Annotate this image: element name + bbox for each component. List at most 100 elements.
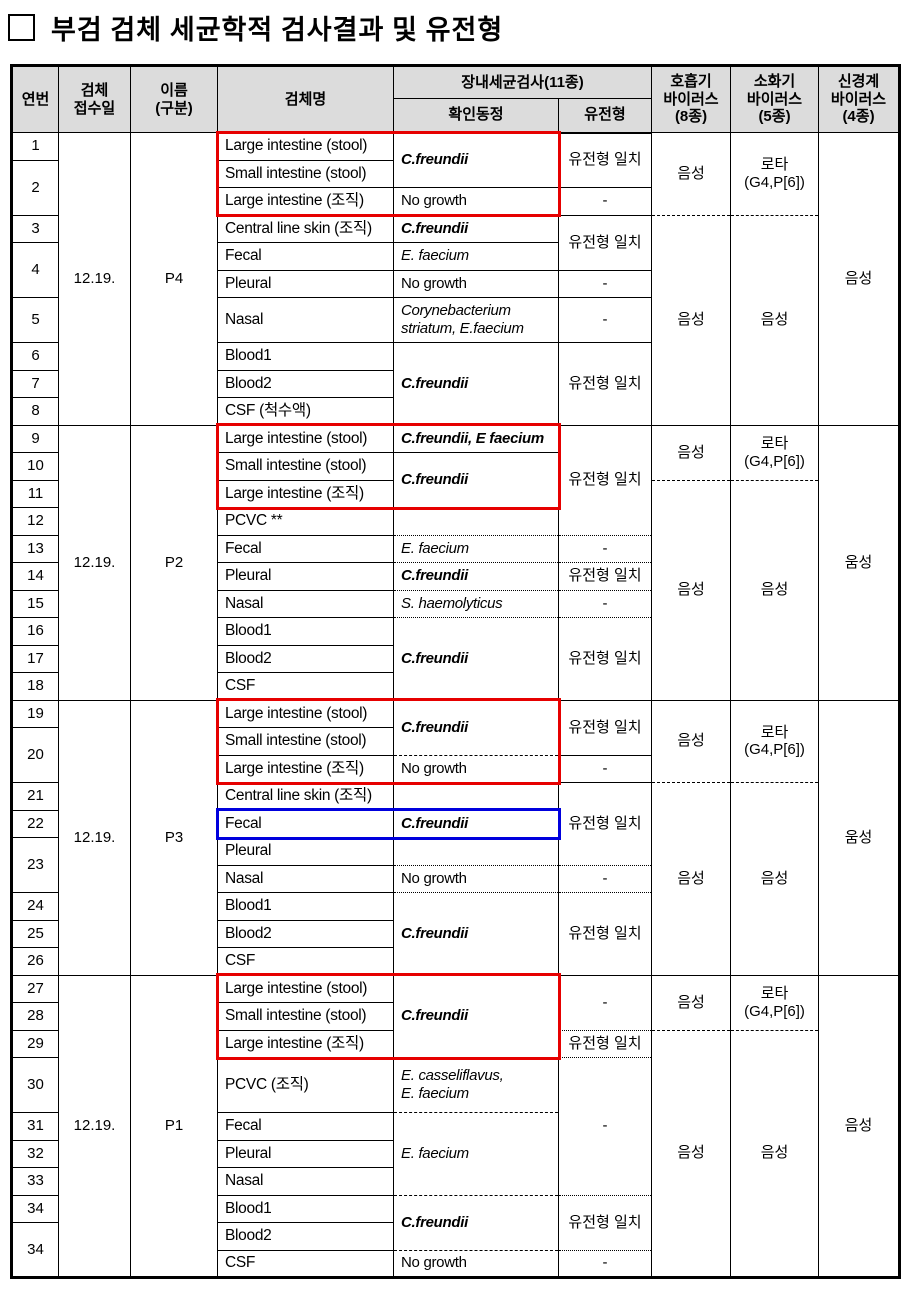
specimen-name-cell: Small intestine (stool) (217, 452, 394, 481)
genotype-result-cell: - (558, 270, 653, 298)
genotype-result-cell: - (558, 1057, 653, 1196)
genotype-result-cell: - (558, 1250, 653, 1278)
serial-cell: 10 (11, 452, 59, 481)
serial-cell: 9 (11, 425, 59, 453)
specimen-name-cell: CSF (217, 947, 394, 976)
table-row: 29 Large intestine (조직) 유전형 일치 음성 음성 (11, 1030, 900, 1278)
specimen-name-cell: Large intestine (조직) (217, 755, 394, 783)
serial-cell: 11 (11, 480, 59, 508)
specimen-name-cell: Large intestine (조직) (217, 1030, 394, 1058)
respiratory-virus-cell: 음성 (651, 480, 732, 701)
specimen-name-cell: Nasal (217, 590, 394, 618)
specimen-name-cell: Large intestine (조직) (217, 187, 394, 216)
table-row: 2 Small intestine (stool) (11, 160, 900, 216)
table-row: 23 Pleural (11, 837, 900, 893)
digestive-virus-cell: 음성 (730, 215, 820, 426)
digestive-virus-cell: 로타 (G4,P[6]) (730, 425, 820, 481)
genotype-result-cell: 유전형 일치 (558, 1030, 653, 1058)
neuro-virus-cell: 음성 (818, 132, 901, 426)
table-row: 30 PCVC (조직) E. casseliflavus, E. faecium - (11, 1057, 900, 1196)
identification-result-cell: C.freundii (393, 215, 559, 243)
identification-result-cell: No growth (393, 1250, 559, 1278)
serial-cell: 12 (11, 507, 59, 536)
serial-cell: 34 (11, 1222, 59, 1278)
table-row: 34 Blood2 (11, 1222, 900, 1278)
header-specimen: 검체명 (217, 65, 394, 133)
specimen-name-cell: Blood1 (217, 342, 394, 371)
specimen-name-cell: Large intestine (조직) (217, 480, 394, 508)
header-row-2: 확인동정 유전형 (12, 98, 900, 134)
respiratory-virus-cell: 음성 (651, 215, 732, 426)
table-row: Nasal No growth - (12, 865, 900, 893)
serial-cell: 30 (11, 1057, 59, 1113)
specimen-name-cell: Nasal (217, 1167, 394, 1196)
serial-cell: 34 (11, 1195, 59, 1223)
table-row: 32 Pleural (11, 1140, 900, 1168)
specimen-name-cell: Small intestine (stool) (217, 1002, 394, 1031)
specimen-name-cell: Large intestine (stool) (217, 975, 394, 1003)
serial-cell: 20 (11, 727, 59, 783)
table-row: 9 12.19. P2 Large intestine (stool) C.freund… (11, 425, 901, 701)
serial-cell: 32 (11, 1140, 59, 1168)
header-respiratory: 호흡기 바이러스 (8종) (651, 65, 732, 133)
table-row: 21 Central line skin (조직) C.freundii 유전형 일치… (11, 782, 900, 976)
header-entero-test: 장내세균검사(11종) (393, 65, 653, 99)
genotype-result-cell: 유전형 일치 (558, 215, 653, 271)
header-identification: 확인동정 (393, 98, 559, 134)
table-row: CSF No growth - (12, 1250, 900, 1278)
checkbox-icon (8, 14, 35, 41)
header-receipt-date: 검체 접수일 (58, 65, 131, 133)
table-row: 27 12.19. P1 Large intestine (stool) C.freun… (11, 975, 901, 1278)
patient-id-cell: P2 (130, 425, 218, 701)
serial-cell: 23 (11, 837, 59, 893)
identification-result-cell: C.freundii (393, 562, 559, 591)
genotype-result-cell: - (558, 590, 653, 618)
genotype-result-cell: - (558, 297, 653, 343)
genotype-result-cell: 유전형 일치 (558, 782, 653, 866)
serial-cell: 8 (11, 397, 59, 426)
serial-cell: 25 (11, 920, 59, 948)
table-row: 13 Fecal E. faecium - (11, 535, 900, 563)
identification-result-cell: No growth (393, 865, 559, 893)
table-row: 6 Blood1 C.freundii 유전형 일치 (11, 342, 900, 426)
digestive-virus-cell: 음성 (730, 782, 820, 976)
identification-result-cell: No growth (393, 187, 559, 216)
genotype-result-cell: 유전형 일치 (558, 892, 653, 976)
table-row: 24 Blood1 C.freundii 유전형 일치 (11, 892, 900, 976)
serial-cell: 21 (11, 782, 59, 811)
header-row-1: 연번 검체 접수일 이름 (구분) 검체명 장내세균검사(11종) 호흡기 바이… (11, 65, 901, 133)
identification-result-cell: E. faecium (393, 242, 559, 271)
header-serial: 연번 (11, 65, 59, 133)
page-title: 부검 검체 세균학적 검사결과 및 유전형 (51, 15, 504, 45)
serial-cell: 3 (11, 215, 59, 243)
table-row: 34 Blood1 C.freundii 유전형 일치 (11, 1195, 900, 1251)
specimen-name-cell: Fecal (217, 810, 394, 838)
digestive-virus-cell: 로타 (G4,P[6]) (730, 132, 820, 216)
specimen-name-cell: Nasal (217, 865, 394, 893)
specimen-name-cell: Pleural (217, 837, 394, 866)
identification-result-cell: E. casseliflavus, E. faecium (393, 1057, 559, 1113)
identification-result-cell: S. haemolyticus (393, 590, 559, 618)
specimen-name-cell: Fecal (217, 1112, 394, 1141)
specimen-name-cell: Small intestine (stool) (217, 160, 394, 188)
specimen-name-cell: CSF (217, 1250, 394, 1278)
table-row: 33 Nasal (11, 1167, 900, 1196)
serial-cell: 13 (11, 535, 59, 563)
table-row: 19 12.19. P3 Large intestine (stool) C.freun… (11, 700, 901, 976)
specimen-name-cell: Fecal (217, 242, 394, 271)
serial-cell: 6 (11, 342, 59, 371)
table-row: 28 Small intestine (stool) (11, 1002, 900, 1031)
table-row: Large intestine (조직) No growth - (12, 187, 900, 216)
identification-result-cell: C.freundii, E faecium (393, 425, 559, 453)
table-row: 11 Large intestine (조직) 음성 음성 (11, 480, 900, 701)
serial-cell: 31 (11, 1112, 59, 1141)
specimen-name-cell: Blood1 (217, 1195, 394, 1223)
identification-result-cell: C.freundii (393, 452, 559, 508)
table-row: 25 Blood2 (11, 920, 900, 948)
table-row: 1 12.19. P4 Large intestine (stool) C.freund… (11, 132, 901, 426)
neuro-virus-cell: 움성 (818, 700, 901, 976)
serial-cell: 17 (11, 645, 59, 673)
document-title: 부검 검체 세균학적 검사결과 및 유전형 (8, 8, 503, 47)
genotype-result-cell: - (558, 975, 653, 1031)
patient-id-cell: P4 (130, 132, 218, 426)
